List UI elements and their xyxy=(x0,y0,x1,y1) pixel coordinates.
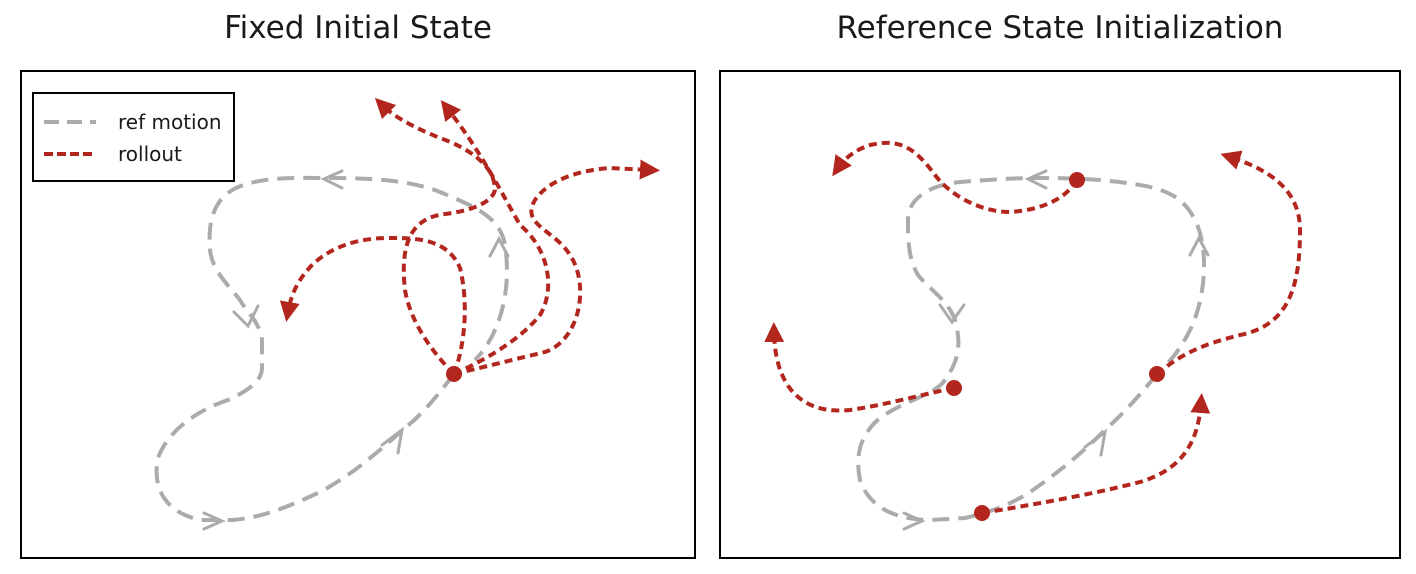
panel-frame-right xyxy=(719,70,1401,559)
right-ref-motion xyxy=(856,175,1206,523)
right-ref-arrowhead-5 xyxy=(1188,234,1210,257)
left-ref-motion xyxy=(154,175,509,522)
left-ref-arrowhead-3 xyxy=(232,304,260,329)
right-ref-arrowhead-2 xyxy=(1083,428,1108,457)
right-start-state-dot-2 xyxy=(1149,366,1165,382)
left-rollout-2 xyxy=(440,100,551,376)
panel-title-fixed-initial-state: Fixed Initial State xyxy=(224,10,492,46)
left-ref-motion-path xyxy=(154,175,509,522)
left-rollouts xyxy=(279,97,660,376)
left-ref-arrowhead-2 xyxy=(380,426,405,455)
legend-rollout-label: rollout xyxy=(118,142,182,166)
right-ref-arrowhead-4 xyxy=(1024,169,1048,190)
right-rollout-4 xyxy=(832,140,1079,215)
right-ref-motion-path xyxy=(856,175,1206,523)
right-ref-arrowhead-3 xyxy=(938,303,966,325)
right-start-state-dot-4 xyxy=(1069,172,1085,188)
left-rollout-4 xyxy=(279,235,467,375)
right-start-state-dots xyxy=(946,172,1165,521)
right-rollout-2 xyxy=(1155,150,1303,376)
legend: ref motion rollout xyxy=(32,92,235,182)
panel-title-reference-state-initialization: Reference State Initialization xyxy=(836,10,1284,46)
right-start-state-dot-3 xyxy=(946,380,962,396)
right-start-state-dot-1 xyxy=(974,505,990,521)
left-ref-arrowhead-5 xyxy=(488,235,510,258)
left-rollout-1 xyxy=(374,97,498,376)
left-ref-arrowheads xyxy=(202,169,510,531)
right-rollouts xyxy=(764,140,1303,515)
right-rollout-3 xyxy=(764,322,955,413)
left-start-state-dot xyxy=(446,366,462,382)
right-rollout-1 xyxy=(981,393,1211,515)
panel-frame-left xyxy=(20,70,696,559)
legend-box xyxy=(32,92,235,182)
left-rollout-3 xyxy=(453,159,660,376)
right-ref-arrowheads xyxy=(902,169,1210,531)
right-ref-arrowhead-1 xyxy=(902,511,926,531)
legend-ref-label: ref motion xyxy=(118,110,222,134)
left-ref-arrowhead-1 xyxy=(202,511,226,531)
left-ref-arrowhead-4 xyxy=(320,169,344,190)
